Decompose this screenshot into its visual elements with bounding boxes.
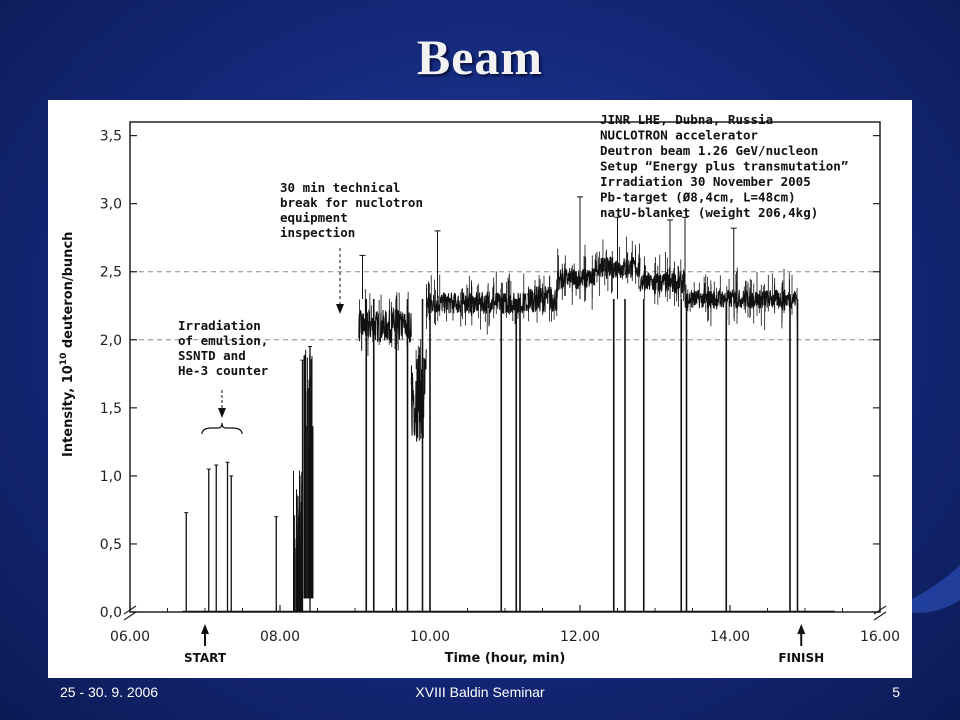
break-arrow-head [336, 304, 344, 314]
x-tick-label: 06.00 [110, 629, 150, 645]
irradiation-annotation-line: Irradiation [178, 318, 261, 333]
x-tick-label: 08.00 [260, 629, 300, 645]
info-box-line: Irradiation 30 November 2005 [600, 174, 811, 189]
y-axis-label: Intensity, 1010 deuteron/bunch [59, 232, 76, 457]
y-tick-label: 2,0 [100, 333, 122, 349]
irradiation-brace [201, 422, 243, 435]
slide-title: Beam [416, 29, 544, 85]
x-tick-label: 14.00 [710, 629, 750, 645]
y-tick-label: 2,5 [100, 265, 122, 281]
info-box-line: Setup “Energy plus transmutation” [600, 159, 848, 174]
info-box-line: NUCLOTRON accelerator [600, 128, 759, 143]
x-tick-label: 10.00 [410, 629, 450, 645]
finish-arrow-head [797, 624, 806, 634]
chart-text: 0,0 0,5 1,0 1,5 2,0 2,5 3,0 3,5 06.00 08.00 10.00 1… [59, 112, 900, 666]
chart-svg: 0,0 0,5 1,0 1,5 2,0 2,5 3,0 3,5 06.00 08.00 10.00 1… [59, 112, 900, 666]
info-box-line: Pb-target (Ø8,4cm, L=48cm) [600, 190, 796, 205]
y-tick-label: 1,0 [100, 469, 122, 485]
axes [123, 121, 887, 621]
irradiation-annotation-line: He-3 counter [178, 363, 269, 378]
intensity-trace [557, 267, 596, 290]
intensity-trace [684, 288, 798, 310]
info-box-line: JINR LHE, Dubna, Russia [600, 112, 773, 127]
start-label: START [184, 651, 227, 665]
x-axis-label: Time (hour, min) [445, 651, 566, 666]
info-box-line: Deutron beam 1.26 GeV/nucleon [600, 143, 818, 158]
irradiation-annotation-line: SSNTD and [178, 348, 246, 363]
finish-label: FINISH [778, 651, 824, 665]
y-tick-label: 1,5 [100, 401, 122, 417]
break-annotation-line: equipment [280, 210, 348, 225]
y-tick-label: 0,0 [100, 605, 122, 621]
intensity-trace [358, 308, 412, 344]
x-tick-label: 12.00 [560, 629, 600, 645]
beam-intensity-chart: 0,0 0,5 1,0 1,5 2,0 2,5 3,0 3,5 06.00 08.00 10.00 1… [48, 100, 912, 678]
info-box-line: natU-blanket (weight 206,4kg) [600, 205, 818, 220]
break-annotation-line: break for nuclotron [280, 195, 423, 210]
y-tick-label: 0,5 [100, 537, 122, 553]
data-series [182, 196, 835, 612]
y-tick-label: 3,0 [100, 197, 122, 213]
start-arrow-head [201, 624, 209, 634]
break-annotation-line: inspection [280, 225, 355, 240]
footer-date: 25 - 30. 9. 2006 [60, 684, 159, 700]
break-annotation-line: 30 min technical [280, 180, 400, 195]
y-tick-label: 3,5 [100, 129, 122, 145]
intensity-trace [639, 271, 686, 294]
x-tick-label: 16.00 [860, 629, 900, 645]
page-number: 5 [892, 684, 900, 700]
footer-seminar: XVIII Baldin Seminar [415, 684, 545, 700]
irradiation-annotation-line: of emulsion, [178, 333, 268, 348]
irradiation-arrow-head [218, 408, 226, 418]
